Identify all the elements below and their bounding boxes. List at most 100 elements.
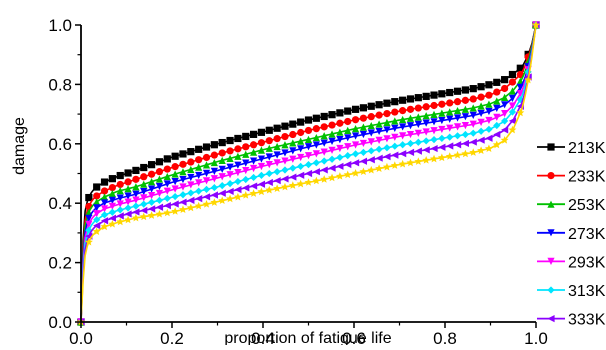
legend-item: 253K bbox=[537, 197, 606, 214]
data-point bbox=[343, 170, 352, 179]
data-point bbox=[108, 189, 116, 198]
data-point bbox=[438, 143, 446, 151]
data-point bbox=[461, 113, 469, 121]
data-point bbox=[210, 141, 218, 149]
data-point bbox=[367, 121, 375, 130]
data-point bbox=[477, 118, 485, 126]
data-point bbox=[375, 154, 383, 162]
data-point bbox=[265, 153, 273, 161]
data-point bbox=[171, 192, 179, 201]
data-point bbox=[461, 149, 470, 158]
data-point bbox=[297, 128, 305, 137]
data-point bbox=[148, 192, 156, 200]
data-point bbox=[469, 104, 477, 112]
legend-swatch-marker bbox=[547, 143, 555, 151]
data-point bbox=[336, 162, 344, 170]
data-point bbox=[469, 148, 478, 156]
data-point bbox=[218, 173, 226, 181]
data-point bbox=[312, 159, 320, 167]
data-point bbox=[226, 147, 234, 155]
data-point bbox=[273, 124, 281, 132]
data-point bbox=[226, 163, 234, 171]
data-point bbox=[124, 185, 132, 193]
data-point bbox=[155, 168, 164, 176]
data-point bbox=[304, 126, 313, 135]
data-point bbox=[453, 114, 462, 122]
data-point bbox=[516, 70, 524, 79]
data-point bbox=[202, 200, 211, 208]
data-point bbox=[116, 200, 124, 208]
data-point bbox=[446, 115, 454, 123]
y-tick-label: 0.6 bbox=[48, 135, 72, 154]
data-point bbox=[289, 120, 297, 128]
data-point bbox=[485, 107, 493, 116]
data-point bbox=[273, 135, 281, 143]
data-point bbox=[202, 153, 211, 162]
data-point bbox=[320, 132, 328, 140]
data-point bbox=[524, 75, 533, 84]
data-point bbox=[218, 149, 226, 157]
data-point bbox=[195, 145, 203, 153]
data-point bbox=[312, 133, 320, 142]
data-point bbox=[100, 217, 109, 225]
legend-label: 273K bbox=[568, 226, 606, 243]
data-point bbox=[304, 135, 313, 143]
data-point bbox=[320, 123, 328, 131]
data-point bbox=[430, 127, 438, 135]
data-point bbox=[289, 147, 297, 155]
data-point bbox=[383, 118, 391, 127]
data-point bbox=[430, 118, 438, 126]
data-point bbox=[422, 92, 430, 100]
data-point bbox=[249, 157, 258, 165]
data-point bbox=[422, 156, 431, 164]
data-point bbox=[399, 123, 407, 131]
data-point bbox=[100, 178, 109, 186]
data-point bbox=[367, 138, 375, 146]
data-point bbox=[328, 173, 337, 182]
data-point bbox=[351, 116, 360, 124]
data-point bbox=[140, 206, 148, 215]
data-point bbox=[367, 102, 375, 110]
data-point bbox=[391, 108, 399, 116]
data-point bbox=[249, 173, 258, 182]
legend-label: 253K bbox=[568, 197, 606, 214]
data-point bbox=[281, 149, 289, 157]
data-point bbox=[242, 175, 250, 184]
data-point bbox=[320, 166, 328, 174]
data-point bbox=[297, 137, 305, 145]
data-point bbox=[257, 155, 266, 163]
legend-swatch-marker bbox=[547, 286, 555, 294]
series-markers bbox=[77, 21, 540, 326]
legend-swatch-marker bbox=[547, 315, 555, 323]
data-point bbox=[485, 116, 493, 125]
data-point bbox=[446, 142, 454, 150]
data-point bbox=[438, 90, 446, 98]
data-point bbox=[399, 150, 407, 158]
data-point bbox=[453, 132, 462, 140]
data-point bbox=[124, 204, 132, 212]
data-point bbox=[226, 136, 234, 145]
data-point bbox=[391, 98, 399, 106]
data-point bbox=[508, 117, 517, 125]
data-point bbox=[242, 184, 250, 192]
data-point bbox=[430, 154, 439, 163]
data-point bbox=[399, 115, 407, 124]
data-point bbox=[171, 152, 179, 160]
data-point bbox=[100, 222, 109, 231]
data-point bbox=[233, 192, 242, 201]
data-point bbox=[430, 144, 438, 153]
data-point bbox=[148, 185, 156, 193]
data-point bbox=[273, 151, 281, 159]
data-point bbox=[344, 160, 352, 169]
data-point bbox=[351, 141, 360, 149]
data-point bbox=[406, 95, 415, 103]
legend-item: 333K bbox=[537, 312, 606, 329]
data-point bbox=[249, 148, 258, 156]
data-point bbox=[383, 153, 391, 161]
data-point bbox=[406, 105, 415, 113]
data-point bbox=[155, 182, 164, 191]
legend-swatch-marker bbox=[547, 200, 555, 208]
data-point bbox=[367, 129, 375, 137]
data-point bbox=[210, 175, 218, 183]
